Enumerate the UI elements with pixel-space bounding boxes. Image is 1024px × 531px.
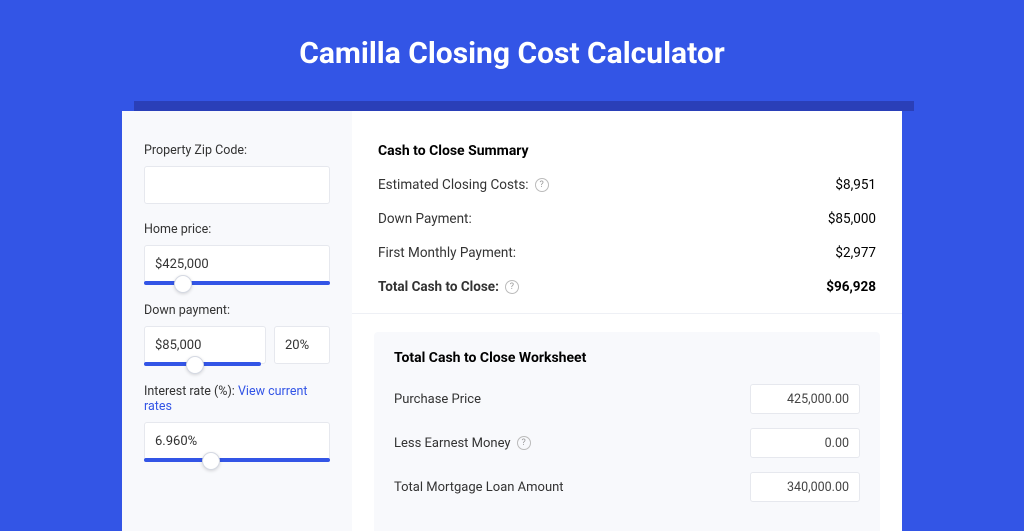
summary-panel: Cash to Close Summary Estimated Closing … (352, 111, 902, 531)
worksheet-row: Less Earnest Money ? 0.00 (394, 428, 860, 458)
home-price-slider[interactable] (144, 281, 330, 285)
page-title: Camilla Closing Cost Calculator (0, 0, 1024, 101)
home-price-label: Home price: (144, 222, 330, 237)
summary-value: $85,000 (828, 211, 876, 227)
card-top-shadow (134, 101, 914, 111)
worksheet-value-box[interactable]: 0.00 (750, 428, 860, 458)
interest-slider[interactable] (144, 458, 330, 462)
home-price-field: Home price: (144, 222, 330, 285)
down-payment-field: Down payment: (144, 303, 330, 366)
home-price-input[interactable] (144, 245, 330, 283)
worksheet-value-box[interactable]: 425,000.00 (750, 384, 860, 414)
summary-total-value: $96,928 (826, 279, 876, 295)
summary-title: Cash to Close Summary (378, 143, 876, 159)
summary-value: $2,977 (835, 245, 876, 261)
down-payment-slider[interactable] (144, 362, 261, 366)
worksheet-label: Less Earnest Money (394, 436, 511, 451)
summary-row: Estimated Closing Costs: ? $8,951 (378, 177, 876, 193)
down-payment-label: Down payment: (144, 303, 330, 318)
worksheet-title: Total Cash to Close Worksheet (394, 350, 860, 366)
zip-field: Property Zip Code: (144, 143, 330, 204)
worksheet-row: Total Mortgage Loan Amount 340,000.00 (394, 472, 860, 502)
interest-label: Interest rate (%): (144, 384, 235, 399)
zip-input[interactable] (144, 166, 330, 204)
worksheet-panel: Total Cash to Close Worksheet Purchase P… (374, 332, 880, 531)
summary-total-label: Total Cash to Close: (378, 279, 499, 295)
summary-label: Estimated Closing Costs: (378, 177, 529, 193)
summary-label: Down Payment: (378, 211, 472, 227)
worksheet-label: Total Mortgage Loan Amount (394, 480, 564, 495)
summary-label: First Monthly Payment: (378, 245, 516, 261)
summary-total-row: Total Cash to Close: ? $96,928 (378, 279, 876, 295)
summary-row: Down Payment: $85,000 (378, 211, 876, 227)
worksheet-label: Purchase Price (394, 392, 481, 407)
summary-value: $8,951 (835, 177, 876, 193)
inputs-panel: Property Zip Code: Home price: Down paym… (122, 111, 352, 531)
zip-label: Property Zip Code: (144, 143, 330, 158)
summary-row: First Monthly Payment: $2,977 (378, 245, 876, 261)
divider (352, 313, 902, 314)
down-payment-input[interactable] (144, 326, 266, 364)
calculator-card: Property Zip Code: Home price: Down paym… (122, 111, 902, 531)
worksheet-value-box[interactable]: 340,000.00 (750, 472, 860, 502)
down-payment-pct-input[interactable] (274, 326, 330, 364)
interest-input[interactable] (144, 422, 330, 460)
worksheet-row: Purchase Price 425,000.00 (394, 384, 860, 414)
help-icon[interactable]: ? (535, 178, 549, 192)
interest-field: Interest rate (%): View current rates (144, 384, 330, 462)
help-icon[interactable]: ? (517, 436, 531, 450)
interest-label-row: Interest rate (%): View current rates (144, 384, 330, 414)
help-icon[interactable]: ? (505, 280, 519, 294)
